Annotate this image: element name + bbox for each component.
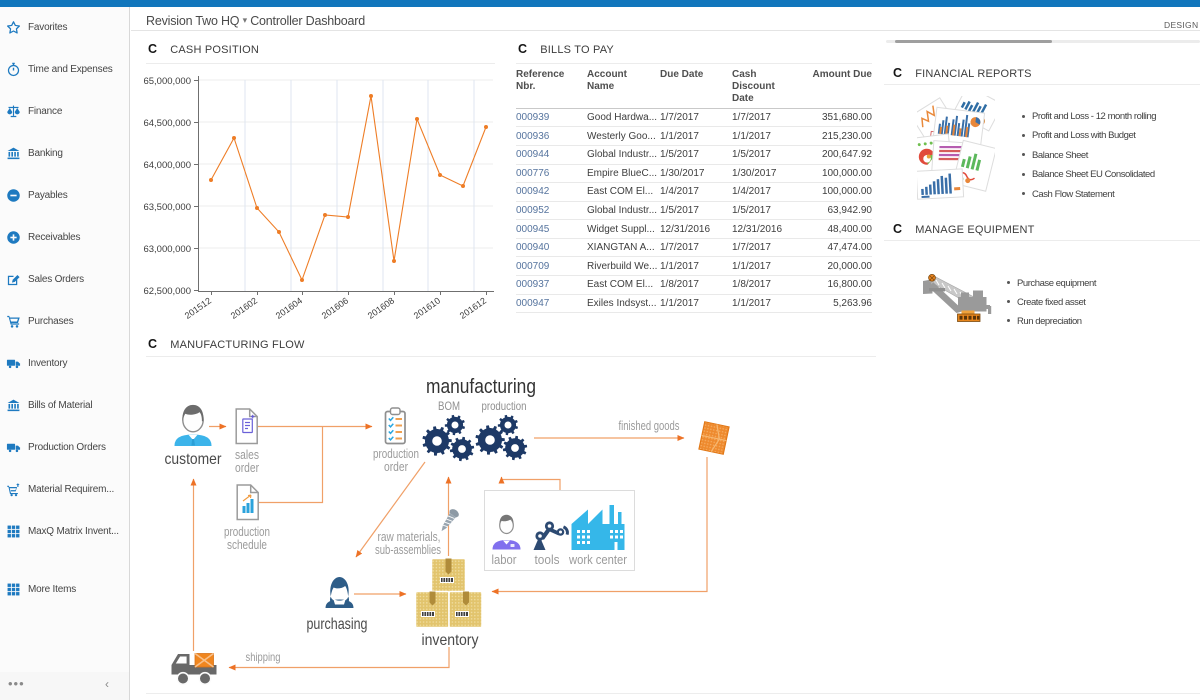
svg-text:64,500,000: 64,500,000 — [143, 118, 191, 129]
svg-text:65,000,000: 65,000,000 — [143, 76, 191, 87]
svg-text:201604: 201604 — [274, 295, 304, 320]
svg-text:201610: 201610 — [412, 295, 442, 320]
svg-text:sub-assemblies: sub-assemblies — [375, 542, 441, 557]
svg-text:63,000,000: 63,000,000 — [143, 244, 191, 255]
svg-text:order: order — [235, 460, 260, 475]
svg-text:production: production — [373, 446, 419, 461]
svg-text:customer: customer — [165, 451, 223, 468]
svg-text:63,500,000: 63,500,000 — [143, 202, 191, 213]
svg-text:inventory: inventory — [422, 632, 479, 649]
svg-text:shipping: shipping — [246, 650, 281, 664]
svg-text:201602: 201602 — [229, 295, 259, 320]
svg-text:schedule: schedule — [227, 537, 267, 552]
svg-text:labor: labor — [492, 552, 518, 567]
svg-text:201512: 201512 — [183, 295, 213, 320]
svg-text:manufacturing: manufacturing — [426, 376, 536, 398]
svg-text:production: production — [482, 399, 527, 413]
svg-text:finished goods: finished goods — [619, 418, 680, 433]
svg-text:order: order — [384, 459, 409, 474]
svg-text:raw materials,: raw materials, — [378, 529, 441, 544]
svg-text:BOM: BOM — [438, 399, 460, 413]
svg-text:production: production — [224, 524, 270, 539]
svg-text:sales: sales — [235, 447, 259, 462]
svg-text:purchasing: purchasing — [307, 616, 368, 633]
svg-text:64,000,000: 64,000,000 — [143, 160, 191, 171]
svg-text:201606: 201606 — [320, 295, 350, 320]
svg-text:62,500,000: 62,500,000 — [143, 286, 191, 297]
svg-text:201608: 201608 — [366, 295, 396, 320]
svg-text:201612: 201612 — [458, 295, 488, 320]
svg-text:work center: work center — [568, 552, 627, 567]
svg-text:tools: tools — [535, 552, 560, 567]
